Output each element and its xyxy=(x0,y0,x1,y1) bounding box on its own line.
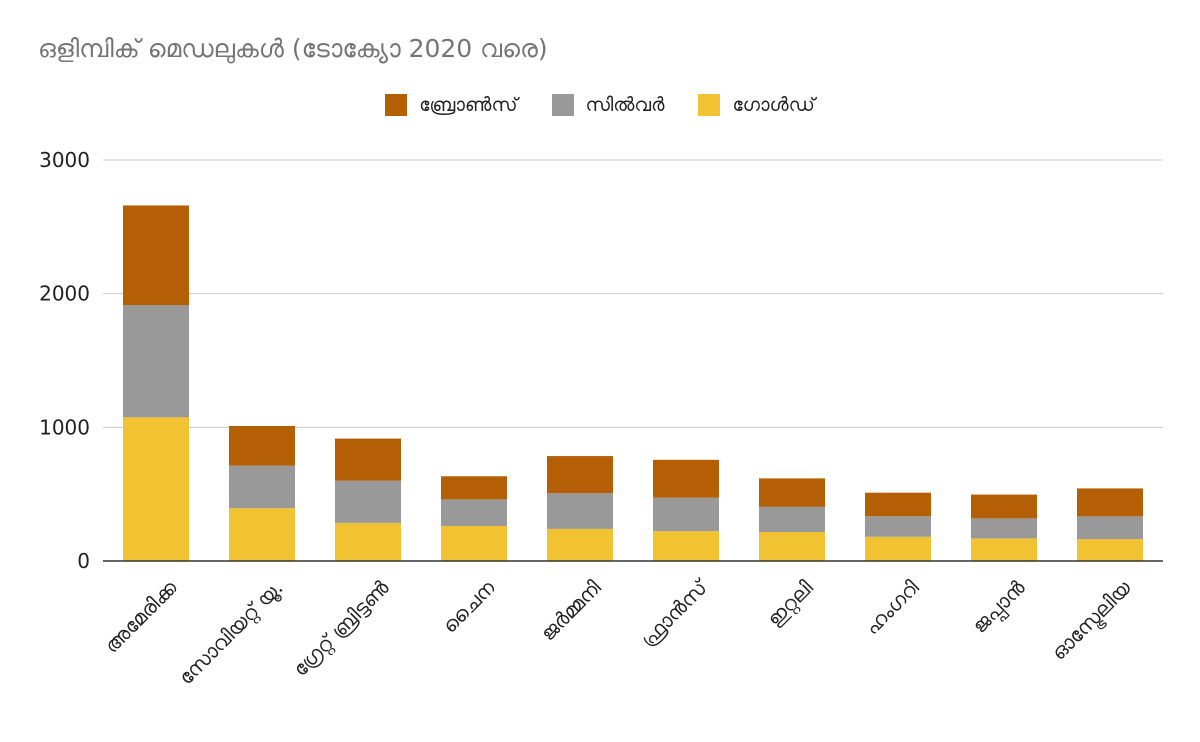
legend-swatch xyxy=(551,94,574,116)
y-tick-label: 2000 xyxy=(39,282,90,306)
legend-swatch xyxy=(698,94,721,116)
bar-segment xyxy=(971,518,1037,539)
bar-segment xyxy=(441,525,507,561)
x-tick-label: ജപ്പാൻ xyxy=(967,575,1031,639)
y-tick-label: 0 xyxy=(77,549,90,573)
bar-segment xyxy=(335,480,401,523)
legend-label: ഗോൾഡ് xyxy=(732,94,815,116)
x-tick-label: ഓസ്ട്രേലിയ xyxy=(1046,575,1138,667)
bar-segment xyxy=(971,494,1037,519)
bar-segment xyxy=(547,456,613,494)
x-tick-label: ഫ്രാൻസ് xyxy=(636,573,714,651)
bar-segment xyxy=(335,522,401,561)
bar-segment xyxy=(653,531,719,561)
bar-segment xyxy=(971,538,1037,561)
y-tick-label: 3000 xyxy=(39,148,90,172)
x-tick-label: സോവിയറ്റ് യൂ. xyxy=(174,576,289,691)
bar-segment xyxy=(1077,516,1143,540)
bar-segment xyxy=(123,417,189,561)
x-tick-label: അമേരിക്ക xyxy=(99,575,181,657)
legend-item: സിൽവർ xyxy=(551,94,665,116)
bar-segment xyxy=(653,497,719,532)
bar-segment xyxy=(865,536,931,561)
bar-segment xyxy=(123,305,189,418)
legend: ബ്രോൺസ് സിൽവർ ഗോൾഡ് xyxy=(0,94,1200,116)
bar-segment xyxy=(229,465,295,509)
bar-segment xyxy=(1077,539,1143,561)
bar-segment xyxy=(865,516,931,537)
legend-item: ബ്രോൺസ് xyxy=(385,94,518,116)
chart-title: ഒളിമ്പിക് മെഡലുകൾ (ടോക്യോ 2020 വരെ) xyxy=(38,34,548,63)
legend-swatch xyxy=(385,94,408,116)
x-tick-label: ഗ്രേറ്റ് ബ്രിട്ടൺ xyxy=(288,576,395,683)
bar-segment xyxy=(229,508,295,561)
bar-segment xyxy=(1077,488,1143,517)
bar-segment xyxy=(335,438,401,481)
legend-label: സിൽവർ xyxy=(585,94,665,116)
legend-label: ബ്രോൺസ് xyxy=(419,94,518,116)
bar-segment xyxy=(547,493,613,529)
x-tick-label: ഇറ്റലി xyxy=(762,575,819,632)
bar-segment xyxy=(759,531,825,561)
bar-segment xyxy=(759,478,825,507)
y-tick-label: 1000 xyxy=(39,415,90,439)
x-tick-label: ചൈന xyxy=(437,575,499,637)
bar-segment xyxy=(123,205,189,306)
legend-item: ഗോൾഡ് xyxy=(698,94,815,116)
bar-segment xyxy=(653,459,719,498)
x-tick-label: ജർമ്മനി xyxy=(536,575,606,645)
bar-segment xyxy=(547,528,613,561)
bar-segment xyxy=(865,492,931,517)
bar-segment xyxy=(229,425,295,466)
bar-segment xyxy=(759,506,825,532)
bar-segment xyxy=(441,499,507,526)
bar-segment xyxy=(441,476,507,500)
x-tick-label: ഹംഗറി xyxy=(860,575,924,639)
